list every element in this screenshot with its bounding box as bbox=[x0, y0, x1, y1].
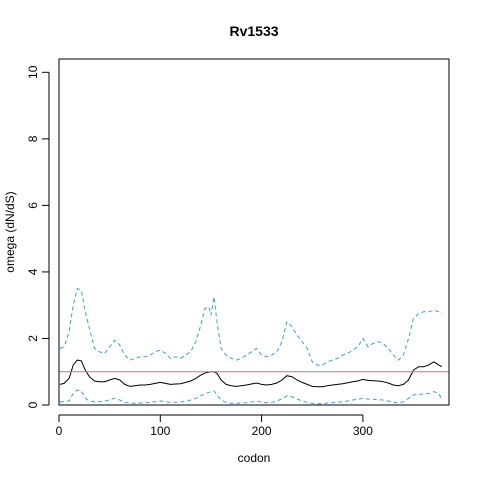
x-tick-label: 200 bbox=[252, 424, 272, 438]
series-lower-line bbox=[60, 389, 443, 405]
chart-title: Rv1533 bbox=[229, 23, 278, 39]
y-axis: 0 2 4 6 8 10 bbox=[26, 65, 50, 408]
y-axis-label: omega (dN/dS) bbox=[3, 191, 17, 272]
series-estimate-line bbox=[59, 359, 443, 388]
y-tick-label: 2 bbox=[26, 335, 40, 342]
y-tick-label: 4 bbox=[26, 268, 40, 275]
data-lines bbox=[59, 287, 443, 405]
series-upper-line bbox=[59, 287, 443, 366]
plot-frame bbox=[58, 58, 450, 406]
x-tick-label: 100 bbox=[150, 424, 170, 438]
y-tick-label: 0 bbox=[26, 401, 40, 408]
x-axis: 0 100 200 300 bbox=[56, 414, 373, 438]
y-tick-label: 6 bbox=[26, 202, 40, 209]
y-tick-label: 10 bbox=[26, 65, 40, 79]
x-axis-label: codon bbox=[238, 451, 271, 465]
y-tick-label: 8 bbox=[26, 135, 40, 142]
x-tick-label: 300 bbox=[353, 424, 373, 438]
x-tick-label: 0 bbox=[56, 424, 63, 438]
